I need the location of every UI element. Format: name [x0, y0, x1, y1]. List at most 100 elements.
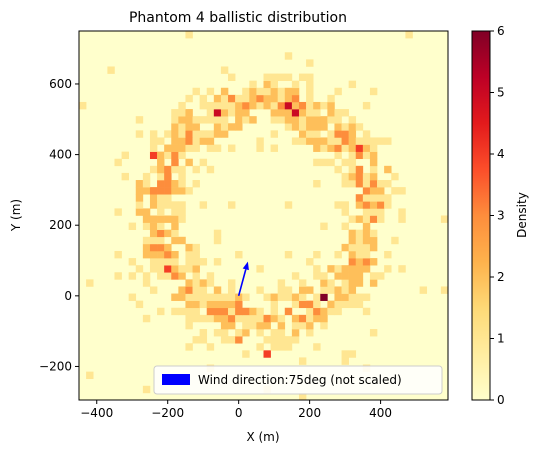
heatmap-cell	[242, 321, 250, 330]
heatmap-cell	[369, 229, 378, 238]
heatmap-cell	[355, 172, 364, 181]
heatmap-cell	[178, 137, 186, 145]
heatmap-cell	[185, 144, 193, 152]
heatmap-cell	[291, 109, 300, 117]
heatmap-cell	[398, 265, 406, 273]
heatmap-cell	[348, 116, 357, 124]
heatmap-cell	[313, 123, 321, 131]
heatmap-cell	[192, 87, 200, 96]
heatmap-cell	[149, 258, 158, 266]
heatmap-cell	[142, 279, 151, 287]
heatmap-cell	[199, 286, 208, 294]
heatmap-cell	[348, 137, 357, 145]
heatmap-cell	[213, 258, 222, 266]
heatmap-cell	[192, 279, 200, 287]
heatmap-cell	[206, 165, 215, 174]
heatmap-cell	[157, 208, 165, 216]
heatmap-cell	[348, 300, 357, 309]
heatmap-cell	[235, 293, 243, 301]
heatmap-cell	[348, 151, 357, 160]
heatmap-cell	[206, 116, 215, 124]
heatmap-cell	[192, 144, 200, 152]
heatmap-cell	[270, 314, 278, 323]
heatmap-cell	[298, 392, 307, 401]
heatmap-cell	[291, 272, 300, 280]
heatmap-cell	[220, 300, 229, 309]
colorbar-gradient	[471, 30, 491, 401]
heatmap-cell	[369, 329, 378, 337]
heatmap-cell	[206, 314, 215, 323]
x-tick-label: 0	[235, 406, 243, 420]
heatmap-cell	[213, 101, 222, 110]
heatmap-cell	[306, 116, 314, 124]
heatmap-cell	[405, 31, 413, 39]
heatmap-cell	[256, 343, 264, 351]
heatmap-cell	[142, 250, 151, 259]
heatmap-cell	[284, 116, 293, 124]
colorbar-tick-label: 5	[497, 86, 505, 100]
y-tick-label: 0	[64, 289, 72, 303]
heatmap-cell	[355, 279, 364, 287]
heatmap-cell	[327, 307, 335, 316]
heatmap-cell	[149, 130, 158, 138]
heatmap-cell	[291, 116, 300, 124]
heatmap-cell	[270, 94, 278, 103]
x-tick-label: −200	[151, 406, 184, 420]
heatmap-cell	[355, 201, 364, 209]
heatmap-cell	[320, 272, 328, 280]
heatmap-cell	[206, 272, 215, 280]
heatmap-cell	[369, 236, 378, 245]
heatmap-cell	[220, 66, 229, 74]
heatmap-cell	[157, 158, 165, 167]
legend: Wind direction:75deg (not scaled)	[153, 365, 443, 395]
heatmap-cell	[256, 286, 264, 294]
wind-arrow-shaft	[237, 269, 247, 297]
heatmap-cell	[164, 130, 172, 138]
heatmap-cell	[391, 236, 399, 245]
heatmap-cell	[313, 250, 321, 259]
heatmap-cell	[171, 265, 179, 273]
heatmap-cell	[135, 194, 144, 202]
heatmap-cell	[171, 250, 179, 259]
plot-area	[78, 30, 449, 401]
colorbar-tick-label: 3	[497, 209, 505, 223]
heatmap-cell	[149, 236, 158, 245]
heatmap-cell	[355, 229, 364, 238]
heatmap-cell	[185, 137, 193, 145]
heatmap-cell	[213, 229, 222, 238]
heatmap-cell	[263, 314, 271, 323]
heatmap-cell	[164, 250, 172, 259]
heatmap-cell	[128, 222, 137, 230]
heatmap-cell	[185, 343, 193, 351]
heatmap-cell	[228, 300, 236, 309]
heatmap-cell	[185, 314, 193, 323]
heatmap-cell	[157, 222, 165, 230]
heatmap-cell	[171, 151, 179, 160]
heatmap-cell	[114, 158, 122, 167]
heatmap-cell	[206, 343, 215, 351]
heatmap-cell	[185, 130, 193, 138]
heatmap-cell	[355, 123, 364, 131]
heatmap-cell	[355, 151, 364, 160]
heatmap-cell	[362, 137, 371, 145]
heatmap-cell	[306, 94, 314, 103]
heatmap-cell	[398, 215, 406, 223]
heatmap-cell	[270, 329, 278, 337]
heatmap-cell	[341, 350, 349, 358]
heatmap-cell	[284, 109, 293, 117]
wind-arrow	[237, 261, 249, 297]
heatmap-cell	[270, 87, 278, 96]
heatmap-cell	[149, 187, 158, 195]
heatmap-cell	[220, 130, 229, 138]
heatmap-cell	[242, 314, 250, 323]
heatmap-cell	[341, 180, 349, 188]
heatmap-cell	[348, 123, 357, 131]
heatmap-cell	[277, 73, 286, 81]
heatmap-cell	[377, 187, 385, 195]
heatmap-cell	[263, 321, 271, 330]
heatmap-cell	[164, 187, 172, 195]
heatmap-cell	[206, 144, 215, 152]
heatmap-cell	[213, 123, 222, 131]
heatmap-cell	[220, 314, 229, 323]
heatmap-cell	[199, 279, 208, 287]
